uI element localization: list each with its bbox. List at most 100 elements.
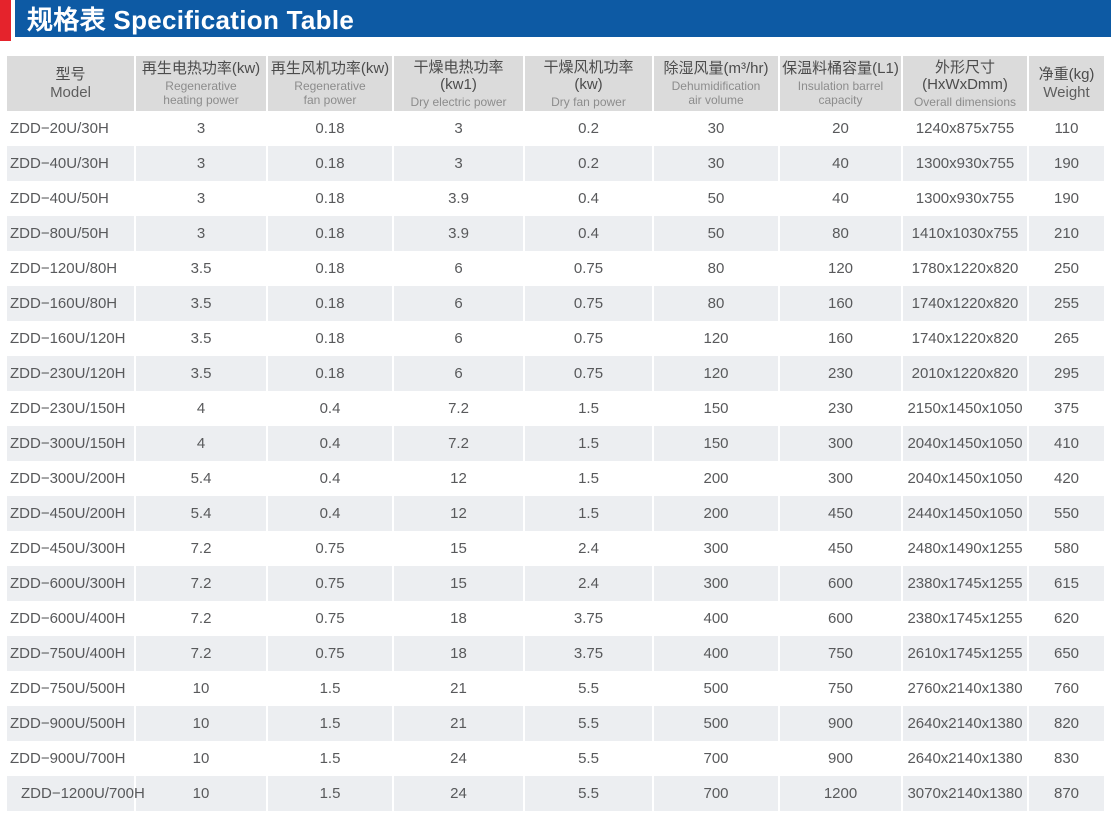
table-row: ZDD−160U/120H 3.5 0.18 6 0.75 120 160 1740x1220… bbox=[7, 321, 1104, 356]
header-label-zh: 型号 bbox=[55, 65, 86, 83]
cell-regenerative-fan-power: 1.5 bbox=[266, 741, 393, 776]
cell-regenerative-heating-power: 7.2 bbox=[134, 566, 267, 601]
cell-weight: 820 bbox=[1027, 706, 1104, 741]
table-row: ZDD−120U/80H 3.5 0.18 6 0.75 80 120 1780x1220x8… bbox=[7, 251, 1104, 286]
cell-overall-dimensions: 2640x2140x1380 bbox=[901, 741, 1028, 776]
cell-weight: 830 bbox=[1027, 741, 1104, 776]
cell-weight: 210 bbox=[1027, 216, 1104, 251]
table-row: ZDD−900U/700H 10 1.5 24 5.5 700 900 2640x2140x1… bbox=[7, 741, 1104, 776]
table-row: ZDD−750U/400H 7.2 0.75 18 3.75 400 750 2610x174… bbox=[7, 636, 1104, 671]
header-label-zh: 外形尺寸 (HxWxDmm) bbox=[922, 58, 1008, 93]
cell-regenerative-fan-power: 0.18 bbox=[266, 321, 393, 356]
table-row: ZDD−750U/500H 10 1.5 21 5.5 500 750 2760x2140x1… bbox=[7, 671, 1104, 706]
cell-regenerative-fan-power: 0.18 bbox=[266, 356, 393, 391]
cell-dehumidification-air-volume: 150 bbox=[652, 391, 779, 426]
cell-dry-fan-power: 1.5 bbox=[523, 461, 653, 496]
cell-weight: 615 bbox=[1027, 566, 1104, 601]
cell-dry-electric-power: 12 bbox=[392, 461, 524, 496]
cell-dry-electric-power: 6 bbox=[392, 321, 524, 356]
cell-insulation-barrel-capacity: 120 bbox=[778, 251, 902, 286]
cell-model: ZDD−120U/80H bbox=[7, 251, 135, 286]
table-body: ZDD−20U/30H 3 0.18 3 0.2 30 20 1240x875x755 110 Z… bbox=[7, 111, 1104, 811]
column-header-regenerative-heating-power: 再生电热功率(kw) Regenerative heating power bbox=[134, 56, 267, 111]
cell-insulation-barrel-capacity: 230 bbox=[778, 356, 902, 391]
header-label-en: Regenerative heating power bbox=[163, 79, 239, 107]
cell-regenerative-heating-power: 5.4 bbox=[134, 461, 267, 496]
cell-insulation-barrel-capacity: 300 bbox=[778, 426, 902, 461]
cell-dry-electric-power: 21 bbox=[392, 671, 524, 706]
cell-dry-electric-power: 24 bbox=[392, 741, 524, 776]
cell-overall-dimensions: 2610x1745x1255 bbox=[901, 636, 1028, 671]
red-accent-bar bbox=[0, 0, 11, 41]
cell-regenerative-heating-power: 3 bbox=[134, 111, 267, 146]
cell-insulation-barrel-capacity: 40 bbox=[778, 181, 902, 216]
cell-insulation-barrel-capacity: 80 bbox=[778, 216, 902, 251]
cell-dehumidification-air-volume: 300 bbox=[652, 531, 779, 566]
header-label-en: Weight bbox=[1043, 83, 1090, 101]
cell-dry-fan-power: 0.75 bbox=[523, 321, 653, 356]
header-label-en: Overall dimensions bbox=[913, 94, 1017, 109]
table-row: ZDD−230U/150H 4 0.4 7.2 1.5 150 230 2150x1450x1… bbox=[7, 391, 1104, 426]
cell-dehumidification-air-volume: 400 bbox=[652, 636, 779, 671]
table-row: ZDD−230U/120H 3.5 0.18 6 0.75 120 230 2010x1220… bbox=[7, 356, 1104, 391]
header-label-zh: 除湿风量(m³/hr) bbox=[663, 60, 769, 77]
header-label-zh: 再生电热功率(kw) bbox=[141, 60, 261, 77]
cell-model: ZDD−230U/150H bbox=[7, 391, 135, 426]
cell-overall-dimensions: 2640x2140x1380 bbox=[901, 706, 1028, 741]
cell-dry-fan-power: 0.4 bbox=[523, 181, 653, 216]
cell-regenerative-fan-power: 0.18 bbox=[266, 146, 393, 181]
cell-regenerative-heating-power: 4 bbox=[134, 391, 267, 426]
cell-dry-fan-power: 1.5 bbox=[523, 496, 653, 531]
cell-overall-dimensions: 2040x1450x1050 bbox=[901, 426, 1028, 461]
header-label-zh: 干燥电热功率 (kw1) bbox=[413, 58, 504, 93]
cell-regenerative-heating-power: 10 bbox=[134, 776, 267, 811]
cell-dry-electric-power: 15 bbox=[392, 531, 524, 566]
cell-regenerative-heating-power: 3.5 bbox=[134, 321, 267, 356]
cell-regenerative-heating-power: 3.5 bbox=[134, 286, 267, 321]
column-header-dry-electric-power: 干燥电热功率 (kw1) Dry electric power bbox=[392, 56, 524, 111]
cell-insulation-barrel-capacity: 230 bbox=[778, 391, 902, 426]
cell-regenerative-fan-power: 0.75 bbox=[266, 531, 393, 566]
column-header-weight: 净重(kg) Weight bbox=[1027, 56, 1104, 111]
cell-overall-dimensions: 2760x2140x1380 bbox=[901, 671, 1028, 706]
cell-dry-fan-power: 1.5 bbox=[523, 391, 653, 426]
cell-overall-dimensions: 2040x1450x1050 bbox=[901, 461, 1028, 496]
cell-model: ZDD−300U/150H bbox=[7, 426, 135, 461]
cell-model: ZDD−40U/50H bbox=[7, 181, 135, 216]
cell-dehumidification-air-volume: 80 bbox=[652, 251, 779, 286]
cell-regenerative-heating-power: 7.2 bbox=[134, 601, 267, 636]
cell-dry-electric-power: 3 bbox=[392, 111, 524, 146]
table-row: ZDD−40U/50H 3 0.18 3.9 0.4 50 40 1300x930x755 19… bbox=[7, 181, 1104, 216]
table-row: ZDD−450U/300H 7.2 0.75 15 2.4 300 450 2480x1490… bbox=[7, 531, 1104, 566]
cell-regenerative-heating-power: 3.5 bbox=[134, 356, 267, 391]
cell-dehumidification-air-volume: 150 bbox=[652, 426, 779, 461]
header-label-en: Regenerative fan power bbox=[294, 79, 366, 107]
cell-dry-electric-power: 3.9 bbox=[392, 181, 524, 216]
cell-overall-dimensions: 2480x1490x1255 bbox=[901, 531, 1028, 566]
cell-dry-electric-power: 3 bbox=[392, 146, 524, 181]
cell-regenerative-fan-power: 0.75 bbox=[266, 601, 393, 636]
table-header-row: 型号 Model 再生电热功率(kw) Regenerative heating po… bbox=[7, 56, 1104, 111]
cell-weight: 410 bbox=[1027, 426, 1104, 461]
cell-insulation-barrel-capacity: 20 bbox=[778, 111, 902, 146]
cell-insulation-barrel-capacity: 900 bbox=[778, 741, 902, 776]
cell-overall-dimensions: 2150x1450x1050 bbox=[901, 391, 1028, 426]
cell-dry-electric-power: 6 bbox=[392, 356, 524, 391]
cell-model: ZDD−300U/200H bbox=[7, 461, 135, 496]
cell-dry-electric-power: 15 bbox=[392, 566, 524, 601]
cell-dehumidification-air-volume: 500 bbox=[652, 706, 779, 741]
cell-overall-dimensions: 1740x1220x820 bbox=[901, 286, 1028, 321]
cell-overall-dimensions: 2010x1220x820 bbox=[901, 356, 1028, 391]
cell-dry-electric-power: 18 bbox=[392, 636, 524, 671]
cell-dry-fan-power: 0.75 bbox=[523, 251, 653, 286]
cell-weight: 420 bbox=[1027, 461, 1104, 496]
cell-dry-fan-power: 0.2 bbox=[523, 111, 653, 146]
cell-regenerative-fan-power: 0.18 bbox=[266, 216, 393, 251]
column-header-overall-dimensions: 外形尺寸 (HxWxDmm) Overall dimensions bbox=[901, 56, 1028, 111]
cell-weight: 110 bbox=[1027, 111, 1104, 146]
cell-dehumidification-air-volume: 700 bbox=[652, 741, 779, 776]
cell-dehumidification-air-volume: 120 bbox=[652, 321, 779, 356]
header-label-en: Model bbox=[50, 83, 91, 101]
header-label-en: Dehumidification air volume bbox=[671, 79, 761, 107]
table-row: ZDD−40U/30H 3 0.18 3 0.2 30 40 1300x930x755 190 bbox=[7, 146, 1104, 181]
